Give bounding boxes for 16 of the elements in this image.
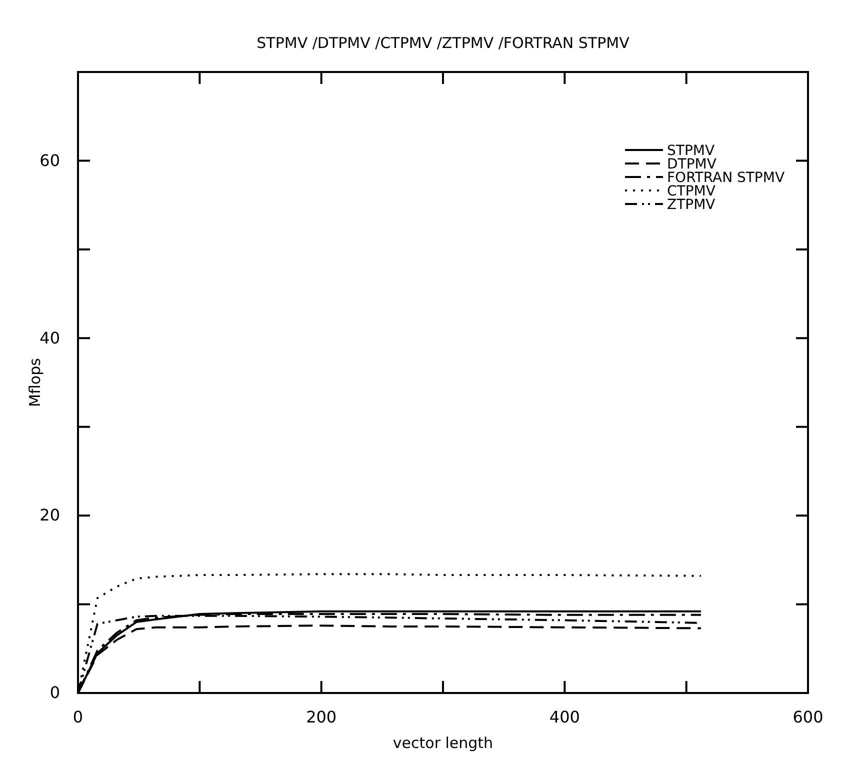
y-axis-title: Mflops [26,358,44,407]
legend-label: ZTPMV [667,197,716,213]
legend-label: FORTRAN STPMV [667,170,785,186]
x-axis-title: vector length [392,734,494,752]
x-tick-label: 400 [549,707,580,726]
chart-title: STPMV /DTPMV /CTPMV /ZTPMV /FORTRAN STPMV [256,34,630,52]
legend-label: DTPMV [667,156,717,172]
x-tick-label: 0 [72,707,84,726]
y-tick-label: 60 [40,150,60,170]
legend-label: STPMV [667,143,715,159]
y-tick-label: 40 [40,328,60,348]
legend-label: CTPMV [667,184,716,200]
x-tick-label: 200 [306,707,337,726]
x-tick-label: 600 [792,707,824,726]
y-tick-label: 0 [50,683,60,702]
y-tick-label: 20 [40,506,60,525]
